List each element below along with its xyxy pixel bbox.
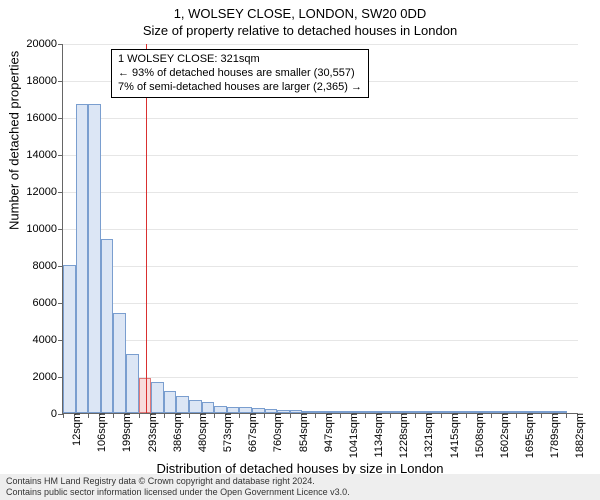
ytick-label: 12000	[26, 186, 63, 198]
xtick-label: 1789sqm	[545, 413, 561, 458]
xtick-mark	[566, 413, 567, 418]
xtick-label: 1134sqm	[369, 413, 385, 457]
ytick-label: 8000	[33, 260, 63, 272]
gridline	[63, 266, 578, 267]
xtick-mark	[189, 413, 190, 418]
bar	[151, 382, 164, 413]
xtick-label: 667sqm	[243, 413, 259, 452]
annotation-line: 7% of semi-detached houses are larger (2…	[118, 81, 362, 95]
reference-line	[146, 44, 147, 413]
bar	[101, 239, 114, 413]
xtick-label: 1602sqm	[495, 413, 511, 458]
ytick-label: 6000	[33, 297, 63, 309]
xtick-mark	[390, 413, 391, 418]
xtick-label: 386sqm	[168, 413, 184, 452]
ytick-label: 20000	[26, 38, 63, 50]
xtick-label: 480sqm	[193, 413, 209, 452]
ytick-label: 10000	[26, 223, 63, 235]
xtick-label: 12sqm	[67, 413, 83, 446]
xtick-mark	[516, 413, 517, 418]
xtick-mark	[365, 413, 366, 418]
ytick-label: 2000	[33, 371, 63, 383]
xtick-label: 760sqm	[268, 413, 284, 452]
footer-attribution: Contains HM Land Registry data © Crown c…	[0, 474, 600, 500]
xtick-mark	[315, 413, 316, 418]
gridline	[63, 118, 578, 119]
bar	[126, 354, 139, 413]
xtick-label: 106sqm	[92, 413, 108, 452]
chart-area: 0200040006000800010000120001400016000180…	[62, 44, 578, 414]
xtick-mark	[63, 413, 64, 418]
ytick-label: 18000	[26, 75, 63, 87]
xtick-label: 1321sqm	[419, 413, 435, 458]
xtick-label: 854sqm	[294, 413, 310, 452]
xtick-label: 1415sqm	[445, 413, 461, 458]
bar	[164, 391, 177, 413]
bar	[76, 104, 89, 413]
xtick-mark	[541, 413, 542, 418]
gridline	[63, 303, 578, 304]
xtick-label: 573sqm	[218, 413, 234, 452]
bar	[176, 396, 189, 413]
annotation-line: ← 93% of detached houses are smaller (30…	[118, 67, 362, 81]
xtick-mark	[139, 413, 140, 418]
annotation-line: 1 WOLSEY CLOSE: 321sqm	[118, 53, 362, 67]
xtick-mark	[290, 413, 291, 418]
ytick-label: 4000	[33, 334, 63, 346]
xtick-mark	[164, 413, 165, 418]
xtick-label: 1695sqm	[520, 413, 536, 458]
xtick-label: 1228sqm	[394, 413, 410, 458]
xtick-mark	[415, 413, 416, 418]
plot-region: 0200040006000800010000120001400016000180…	[62, 44, 578, 414]
chart-title-sub: Size of property relative to detached ho…	[0, 21, 600, 38]
xtick-mark	[113, 413, 114, 418]
xtick-label: 1882sqm	[570, 413, 586, 458]
bar	[63, 265, 76, 413]
bar-highlight	[139, 378, 152, 413]
y-axis-label: Number of detached properties	[7, 51, 22, 230]
ytick-label: 0	[51, 408, 63, 420]
bar	[113, 313, 126, 413]
gridline	[63, 340, 578, 341]
chart-title-main: 1, WOLSEY CLOSE, LONDON, SW20 0DD	[0, 0, 600, 21]
xtick-label: 199sqm	[117, 413, 133, 452]
xtick-mark	[491, 413, 492, 418]
xtick-mark	[239, 413, 240, 418]
bar	[202, 402, 215, 413]
bar	[88, 104, 101, 413]
xtick-label: 1508sqm	[470, 413, 486, 458]
footer-line-2: Contains public sector information licen…	[6, 487, 594, 498]
xtick-mark	[441, 413, 442, 418]
gridline	[63, 44, 578, 45]
xtick-label: 293sqm	[143, 413, 159, 452]
ytick-label: 14000	[26, 149, 63, 161]
gridline	[63, 229, 578, 230]
gridline	[63, 155, 578, 156]
xtick-mark	[264, 413, 265, 418]
xtick-mark	[466, 413, 467, 418]
bar	[189, 400, 202, 413]
xtick-label: 1041sqm	[344, 413, 360, 458]
annotation-box: 1 WOLSEY CLOSE: 321sqm← 93% of detached …	[111, 49, 369, 98]
bar	[214, 406, 227, 413]
xtick-mark	[214, 413, 215, 418]
xtick-mark	[340, 413, 341, 418]
ytick-label: 16000	[26, 112, 63, 124]
footer-line-1: Contains HM Land Registry data © Crown c…	[6, 476, 594, 487]
xtick-label: 947sqm	[319, 413, 335, 452]
gridline	[63, 192, 578, 193]
xtick-mark	[88, 413, 89, 418]
